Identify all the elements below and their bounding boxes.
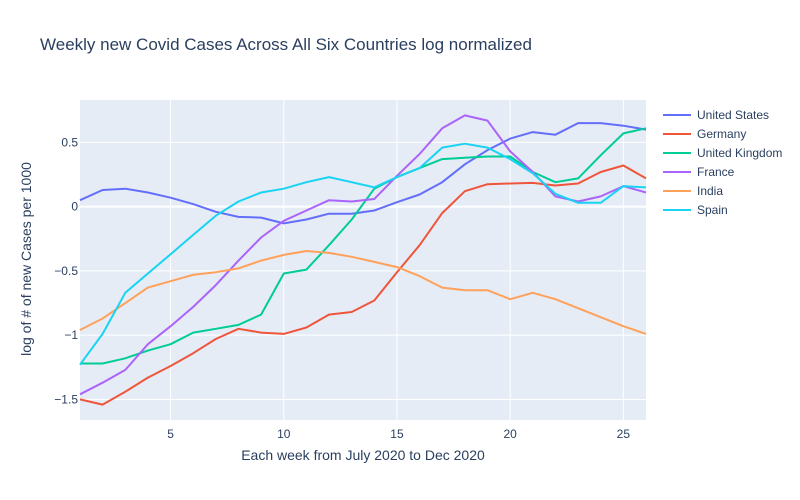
series-line-india	[79, 250, 647, 335]
y-tick-label: −1.5	[54, 392, 78, 406]
legend-item-france[interactable]: France	[663, 165, 735, 179]
y-axis-ticks: −1.5 −1 −0.5 0 0.5	[54, 135, 78, 406]
y-tick-label: 0.5	[61, 135, 78, 149]
x-tick-label: 25	[617, 427, 631, 441]
y-axis-title: log of # of new Cases per 1000	[18, 162, 34, 356]
legend-item-india[interactable]: India	[663, 184, 723, 198]
x-axis-title: Each week from July 2020 to Dec 2020	[241, 447, 485, 463]
x-tick-label: 10	[277, 427, 291, 441]
gridlines	[80, 100, 646, 420]
series-line-united-kingdom	[80, 127, 647, 365]
legend-item-spain[interactable]: Spain	[663, 203, 728, 217]
legend-item-germany[interactable]: Germany	[663, 127, 746, 141]
y-tick-label: −0.5	[54, 264, 78, 278]
y-tick-label: 0	[71, 200, 78, 214]
legend-label: United States	[697, 108, 769, 122]
legend-label: Germany	[697, 127, 746, 141]
legend-label: India	[697, 184, 723, 198]
y-tick-label: −1	[64, 328, 78, 342]
x-axis-ticks: 5 10 15 20 25	[167, 427, 630, 441]
x-tick-label: 5	[167, 427, 174, 441]
legend-label: Spain	[697, 203, 728, 217]
series-lines	[79, 114, 647, 406]
series-line-spain	[79, 142, 647, 366]
legend-label: France	[697, 165, 735, 179]
series-line-germany	[79, 164, 647, 406]
legend-label: United Kingdom	[697, 146, 782, 160]
legend-item-united-states[interactable]: United States	[663, 108, 769, 122]
x-tick-label: 20	[503, 427, 517, 441]
series-line-france	[79, 114, 647, 396]
legend[interactable]: United States Germany United Kingdom France…	[663, 108, 782, 217]
chart-title: Weekly new Covid Cases Across All Six Co…	[40, 35, 532, 54]
legend-item-united-kingdom[interactable]: United Kingdom	[663, 146, 782, 160]
series-line-united-states	[79, 122, 647, 225]
x-tick-label: 15	[390, 427, 404, 441]
